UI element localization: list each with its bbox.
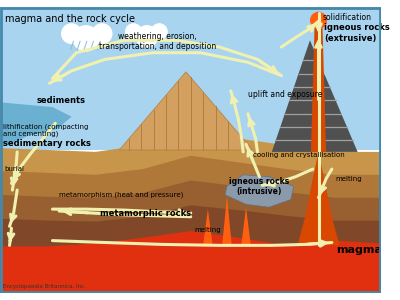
Polygon shape <box>203 209 213 245</box>
Text: weathering, erosion,
transportation, and deposition: weathering, erosion, transportation, and… <box>99 32 216 51</box>
Polygon shape <box>119 72 253 150</box>
Text: metamorphism (heat and pressure): metamorphism (heat and pressure) <box>59 191 184 198</box>
Polygon shape <box>222 196 232 245</box>
Text: uplift and exposure: uplift and exposure <box>248 90 322 99</box>
Polygon shape <box>0 181 382 293</box>
Polygon shape <box>272 40 358 152</box>
Text: magma: magma <box>336 245 382 255</box>
Polygon shape <box>311 21 326 152</box>
Text: magma and the rock cycle: magma and the rock cycle <box>5 14 135 24</box>
Text: lithification (compacting
and cementing): lithification (compacting and cementing) <box>3 123 88 137</box>
Circle shape <box>310 12 327 29</box>
Circle shape <box>125 23 142 40</box>
Text: igneous rocks
(extrusive): igneous rocks (extrusive) <box>324 23 390 43</box>
Polygon shape <box>298 152 340 245</box>
Polygon shape <box>225 175 294 207</box>
Polygon shape <box>0 102 72 148</box>
Circle shape <box>136 25 158 48</box>
Polygon shape <box>241 207 251 245</box>
Text: Encyclopaedia Britannica, Inc.: Encyclopaedia Britannica, Inc. <box>3 284 86 289</box>
Text: sedimentary rocks: sedimentary rocks <box>3 139 91 148</box>
Circle shape <box>72 25 99 52</box>
Text: melting: melting <box>336 176 362 182</box>
Text: burial: burial <box>5 166 25 172</box>
Text: igneous rocks
(intrusive): igneous rocks (intrusive) <box>229 176 290 196</box>
Polygon shape <box>0 156 382 293</box>
Polygon shape <box>0 205 382 293</box>
Polygon shape <box>0 131 382 293</box>
Text: sediments: sediments <box>36 96 85 105</box>
Text: cooling and crystallisation: cooling and crystallisation <box>253 152 344 158</box>
Circle shape <box>151 23 168 40</box>
Polygon shape <box>0 7 382 150</box>
Text: solidification: solidification <box>322 13 371 22</box>
Text: metamorphic rocks: metamorphic rocks <box>100 209 191 218</box>
Polygon shape <box>0 231 382 293</box>
Circle shape <box>61 23 82 44</box>
Circle shape <box>92 23 112 44</box>
Text: melting: melting <box>194 227 221 233</box>
